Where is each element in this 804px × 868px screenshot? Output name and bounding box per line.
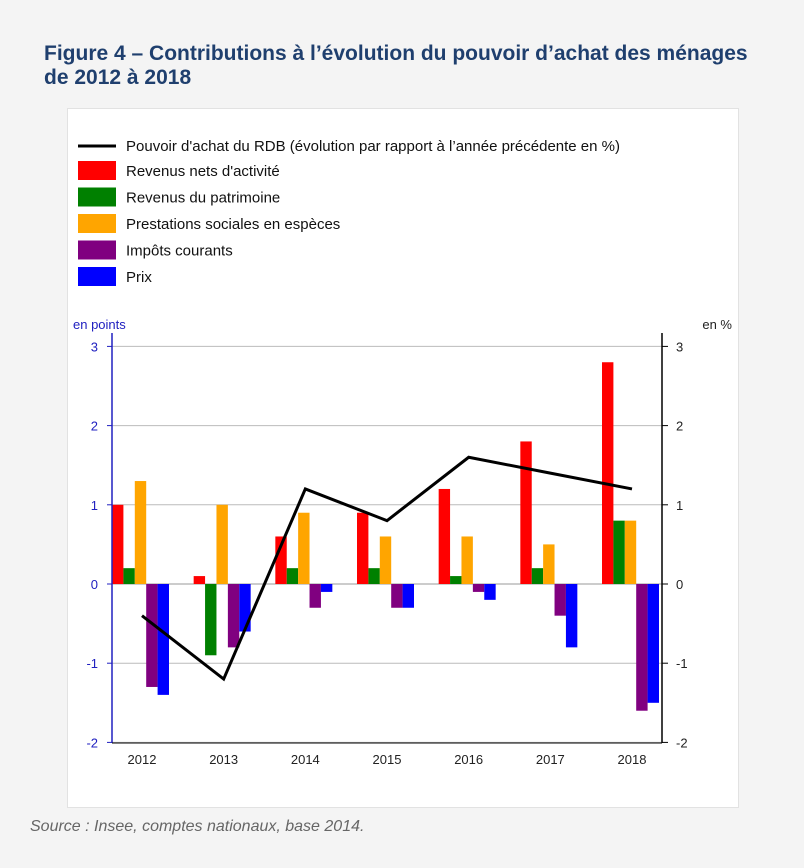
- legend-label: Impôts courants: [126, 243, 233, 260]
- bar: [438, 488, 451, 584]
- legend-swatch: [78, 187, 116, 207]
- bar: [484, 584, 496, 600]
- bar: [205, 584, 217, 656]
- bar: [543, 544, 555, 584]
- y-axis-right-label: en %: [702, 317, 732, 332]
- x-tick-label: 2016: [454, 752, 483, 767]
- x-tick-label: 2013: [209, 752, 238, 767]
- legend-swatch: [78, 240, 116, 260]
- legend-label: Revenus du patrimoine: [126, 190, 280, 207]
- bar: [379, 536, 392, 584]
- x-tick-label: 2015: [373, 752, 402, 767]
- chart-card: Pouvoir d'achat du RDB (évolution par ra…: [67, 108, 739, 808]
- y-tick-label-left: 0: [91, 577, 98, 592]
- bar: [402, 584, 414, 608]
- bar: [624, 520, 637, 584]
- chart: Pouvoir d'achat du RDB (évolution par ra…: [73, 138, 732, 767]
- bar: [613, 520, 625, 584]
- bar: [157, 584, 169, 695]
- y-tick-label-right: -2: [676, 735, 688, 750]
- x-tick-label: 2014: [291, 752, 320, 767]
- legend-swatch: [78, 267, 116, 286]
- bar: [368, 568, 380, 584]
- y-axis-left-label: en points: [73, 317, 126, 332]
- legend: Pouvoir d'achat du RDB (évolution par ra…: [78, 138, 620, 286]
- bar: [193, 576, 206, 584]
- bar: [309, 584, 321, 608]
- bar: [357, 512, 369, 584]
- x-tick-label: 2012: [128, 752, 157, 767]
- bar: [320, 584, 333, 592]
- legend-label: Prix: [126, 269, 152, 286]
- legend-label: Prestations sociales en espèces: [126, 216, 340, 233]
- y-tick-label-left: 2: [91, 419, 98, 434]
- bar: [647, 584, 659, 703]
- bar: [146, 584, 158, 687]
- bar: [565, 584, 578, 648]
- bar: [602, 362, 614, 584]
- figure-title: Figure 4 – Contributions à l’évolution d…: [44, 42, 748, 89]
- y-tick-label-right: 3: [676, 339, 683, 354]
- bar: [286, 568, 299, 584]
- bar: [275, 536, 287, 584]
- y-tick-label-left: 1: [91, 498, 98, 513]
- legend-label: Revenus nets d'activité: [126, 163, 280, 180]
- bar: [216, 504, 228, 584]
- y-tick-label-left: -1: [86, 656, 98, 671]
- bar: [472, 584, 485, 592]
- y-tick-label-left: -2: [86, 735, 98, 750]
- bar: [531, 568, 544, 584]
- legend-label: Pouvoir d'achat du RDB (évolution par ra…: [126, 138, 620, 155]
- line-series: [141, 455, 633, 682]
- bar: [123, 568, 135, 584]
- bar: [239, 584, 251, 632]
- bar: [134, 481, 147, 584]
- bar: [450, 576, 462, 584]
- bar: [554, 584, 566, 616]
- legend-swatch: [78, 214, 116, 233]
- y-tick-label-right: -1: [676, 656, 688, 671]
- bar: [520, 441, 532, 584]
- legend-swatch: [78, 161, 116, 180]
- y-tick-label-right: 2: [676, 419, 683, 434]
- bar: [298, 512, 310, 584]
- y-tick-label-right: 1: [676, 498, 683, 513]
- bar: [461, 536, 473, 584]
- bar: [112, 504, 124, 584]
- bar: [391, 584, 403, 608]
- bar: [227, 584, 240, 648]
- x-tick-label: 2017: [536, 752, 565, 767]
- y-tick-label-right: 0: [676, 577, 683, 592]
- x-tick-label: 2018: [618, 752, 647, 767]
- y-tick-label-left: 3: [91, 339, 98, 354]
- source-note: Source : Insee, comptes nationaux, base …: [30, 818, 365, 835]
- bar: [636, 584, 648, 711]
